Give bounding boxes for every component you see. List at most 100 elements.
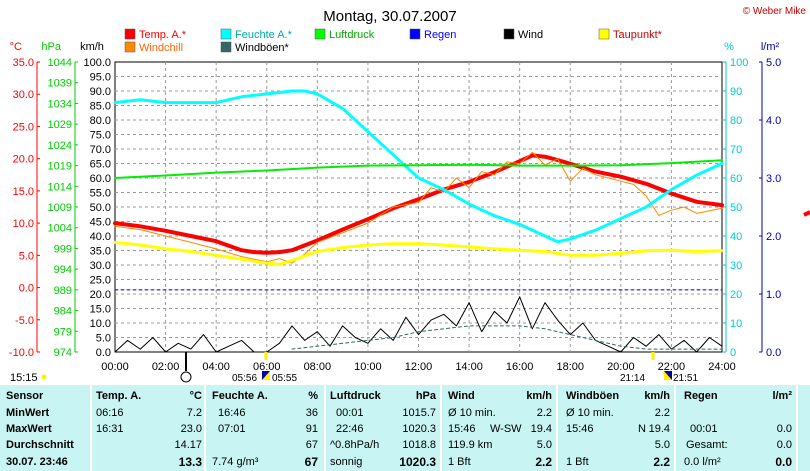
wind-tick-label: 30.0 (90, 260, 111, 272)
pressure-max-val: 1020.3 (402, 423, 436, 435)
wind-beaufort: 1 Bft (448, 456, 471, 468)
wind-avg10-label: Ø 10 min. (448, 407, 496, 419)
wind-tick-label: 20.0 (90, 289, 111, 301)
pressure-unit-label: hPa (41, 41, 61, 53)
legend: Temp. A.* Feuchte A.* Luftdruck Regen Wind Ta… (124, 28, 663, 54)
temp-min-time: 06:16 (96, 407, 124, 419)
rain-header: Regen (684, 390, 718, 402)
temp-avg: 14.17 (174, 439, 202, 451)
rain-total-val: 0.0 (776, 439, 792, 451)
humidity-tick-label: 0 (730, 347, 736, 359)
gusts-max-dir: N (638, 423, 646, 435)
sunset-icon-fill (664, 371, 672, 380)
gusts-max-val: 19.4 (648, 423, 670, 435)
rain-tick-label: 0.0 (766, 347, 781, 359)
humidity-unit-label: % (724, 41, 734, 53)
wind-run: 119.9 km (448, 439, 493, 451)
series-windb-en (291, 325, 723, 350)
pressure-column: Luftdruck hPa 00:01 1015.7 22:46 1020.3 ^0.… (326, 385, 440, 471)
rain-day-val: 0.0 (776, 423, 792, 435)
wind-unit-label: km/h (80, 41, 104, 53)
humidity-avg: 67 (305, 439, 318, 451)
rain-tick-label: 2.0 (766, 231, 781, 243)
x-tick-label: 06:00 (253, 361, 281, 373)
x-tick-label: 14:00 (455, 361, 483, 373)
rain-unit-label: l/m² (761, 41, 780, 53)
pressure-tick-label: 1034 (48, 98, 72, 110)
pressure-forecast: sonnig (330, 456, 363, 468)
sunrise-time-b: 05:55 (272, 373, 297, 384)
pressure-tick-label: 1024 (48, 140, 72, 152)
wind-max-val: 19.4 (530, 423, 552, 435)
grid (114, 61, 723, 353)
humidity-column: Feuchte A.% 16:46 36 07:01 91 67 7.74 g/m³… (206, 385, 324, 471)
wind-current: 2.2 (535, 455, 552, 469)
gusts-avg: 5.0 (654, 439, 670, 451)
temp-unit-label: °C (10, 41, 22, 53)
pressure-tick-label: 974 (54, 347, 72, 359)
x-tick-label: 18:00 (556, 361, 584, 373)
x-tick-label: 24:00 (708, 361, 736, 373)
pressure-tick-label: 999 (54, 243, 72, 255)
series-luftdruck (114, 159, 723, 179)
x-tick-label: 08:00 (304, 361, 332, 373)
pressure-tick-label: 994 (54, 264, 72, 276)
series-feuchte-a (113, 89, 724, 244)
wind-tick-label: 80.0 (90, 115, 111, 127)
humidity-header: Feuchte A. (212, 390, 268, 402)
x-tick-label: 02:00 (152, 361, 180, 373)
wind-tick-label: 60.0 (90, 173, 111, 185)
humidity-tick-label: 100 (730, 57, 748, 69)
humidity-absolute: 7.74 g/m³ (212, 456, 259, 468)
row-label-min: MinWert (6, 407, 50, 419)
temp-tick-label: 25.0 (13, 121, 34, 133)
humidity-tick-label: 30 (730, 260, 742, 272)
gusts-avg10-val: 2.2 (654, 407, 670, 419)
gusts-header: Windböen (566, 390, 620, 402)
series-taupunkt (113, 240, 724, 266)
gusts-avg10-label: Ø 10 min. (566, 407, 614, 419)
x-tick-label: 10:00 (354, 361, 382, 373)
wind-header: Wind (448, 390, 475, 402)
legend-swatch (598, 28, 610, 40)
x-tick-label: 04:00 (202, 361, 230, 373)
footer-timestamp: 30.07. 23:46 (6, 456, 68, 468)
gusts-max-time: 15:46 (566, 423, 594, 435)
rain-total-label: Gesamt: (686, 439, 728, 451)
row-label-avg: Durchschnitt (6, 439, 74, 451)
rain-tick-label: 4.0 (766, 115, 781, 127)
sunset-time-b: 21:51 (673, 373, 698, 384)
temp-max-val: 23.0 (180, 423, 202, 435)
temp-tick-label: 35.0 (13, 57, 34, 69)
sunrise-icon-fill (262, 371, 270, 380)
temp-tick-label: -5.0 (15, 315, 34, 327)
wind-column: Wind km/h Ø 10 min. 2.2 15:46 W-SW 19.4 119.… (442, 385, 556, 471)
temp-tick-label: 15.0 (13, 186, 34, 198)
legend-swatch (124, 41, 136, 53)
gusts-unit: km/h (644, 390, 670, 402)
gusts-beaufort: 1 Bft (566, 456, 589, 468)
row-label-max: MaxWert (6, 423, 52, 435)
wind-tick-label: 25.0 (90, 275, 111, 287)
wind-max-time: 15:46 (448, 423, 476, 435)
temp-min-val: 7.2 (186, 407, 202, 419)
temp-current: 13.3 (178, 455, 202, 469)
wind-tick-label: 45.0 (90, 217, 111, 229)
wind-tick-label: 40.0 (90, 231, 111, 243)
sunset-time-a: 21:14 (620, 373, 645, 384)
temp-tick-label: 30.0 (13, 89, 34, 101)
pressure-tick-label: 1039 (48, 78, 72, 90)
pressure-max-time: 22:46 (336, 423, 364, 435)
pressure-tick-label: 979 (54, 326, 72, 338)
humidity-max-val: 91 (305, 423, 318, 435)
pressure-trend-rate: ^0.8hPa/h (330, 439, 380, 451)
wind-tick-label: 5.0 (96, 333, 111, 345)
wind-tick-label: 55.0 (90, 188, 111, 200)
legend-label: Taupunkt* (613, 29, 663, 41)
temp-column: Temp. A. °C 06:16 7.2 16:31 23.0 14.17 13.3 (92, 385, 206, 471)
humidity-tick-label: 10 (730, 318, 742, 330)
temp-tick-label: 20.0 (13, 154, 34, 166)
temp-tick-label: 10.0 (13, 218, 34, 230)
humidity-tick-label: 60 (730, 173, 742, 185)
pressure-tick-label: 1014 (48, 181, 72, 193)
